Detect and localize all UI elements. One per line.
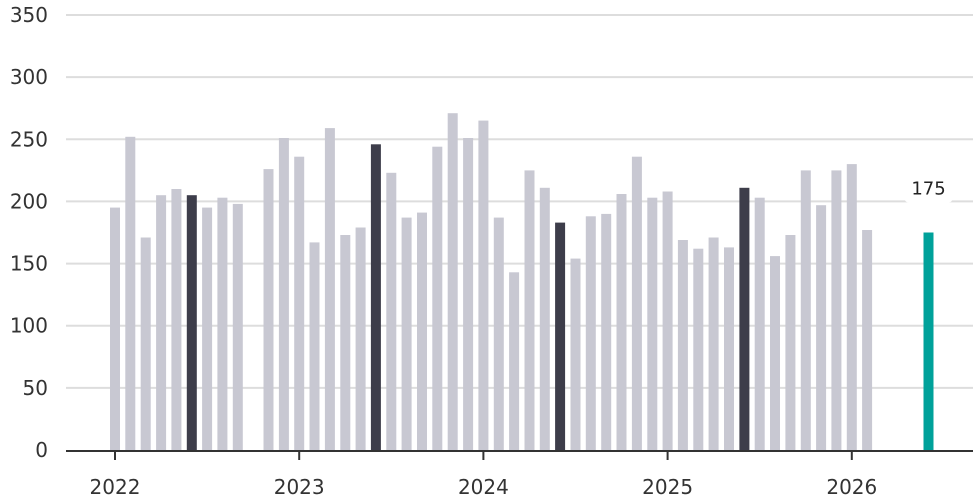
x-axis-tick-labels: 2022 2023 2024 2025 2026 — [90, 451, 877, 497]
bar — [923, 232, 934, 450]
bar — [324, 128, 335, 450]
y-tick-label: 350 — [10, 3, 48, 27]
bars — [110, 113, 934, 451]
bar — [432, 146, 443, 450]
y-tick-label: 200 — [10, 189, 48, 213]
bar — [785, 235, 796, 450]
bar — [816, 205, 827, 450]
bar — [585, 216, 596, 450]
bar — [724, 247, 734, 450]
bar — [156, 195, 167, 450]
bar — [754, 197, 765, 450]
gridlines — [66, 14, 973, 389]
bar — [693, 248, 704, 450]
bar — [631, 156, 642, 450]
y-axis-tick-labels: 0 50 100 150 200 250 300 350 — [10, 3, 48, 462]
bar — [708, 237, 719, 450]
y-tick-label: 300 — [10, 65, 48, 89]
bar — [524, 170, 535, 450]
bar — [478, 120, 489, 450]
bar — [555, 222, 566, 450]
latest-value-label: 175 — [911, 179, 945, 200]
bar — [294, 156, 305, 450]
y-tick-label: 150 — [10, 252, 48, 276]
bar — [770, 256, 780, 450]
bar — [739, 187, 750, 451]
bar — [278, 138, 289, 450]
x-tick-label: 2025 — [642, 475, 693, 497]
bar — [370, 144, 381, 451]
bar — [355, 227, 366, 450]
y-tick-label: 50 — [23, 376, 48, 400]
bar — [202, 207, 213, 450]
bar — [417, 212, 427, 450]
bar — [509, 272, 520, 450]
bar — [125, 136, 136, 451]
bar — [447, 113, 458, 450]
bar — [601, 213, 612, 450]
y-tick-label: 100 — [10, 314, 48, 338]
bar — [570, 258, 581, 450]
bar — [677, 240, 688, 450]
bar — [171, 189, 182, 450]
bar — [647, 197, 658, 450]
x-tick-label: 2024 — [458, 475, 509, 497]
value-label-box — [904, 174, 953, 203]
bar — [401, 217, 412, 450]
bar — [463, 138, 474, 450]
y-tick-label: 250 — [10, 127, 48, 151]
bar — [386, 172, 397, 451]
bar — [493, 217, 504, 450]
bar — [831, 170, 842, 450]
bar — [232, 203, 243, 450]
bar — [616, 194, 627, 450]
bar — [186, 195, 197, 450]
bar — [862, 230, 873, 450]
bar — [309, 242, 320, 450]
bar — [846, 164, 857, 450]
bar — [539, 187, 550, 451]
y-tick-label: 0 — [35, 438, 48, 462]
annotations: 175 — [904, 174, 953, 203]
bar — [340, 235, 351, 450]
x-tick-label: 2022 — [90, 475, 141, 497]
bar — [140, 237, 151, 450]
bar — [110, 207, 120, 450]
bar — [800, 170, 811, 450]
x-tick-label: 2023 — [274, 475, 325, 497]
bar — [263, 169, 274, 450]
bar — [662, 191, 673, 450]
bar — [217, 197, 228, 450]
x-tick-label: 2026 — [826, 475, 877, 497]
